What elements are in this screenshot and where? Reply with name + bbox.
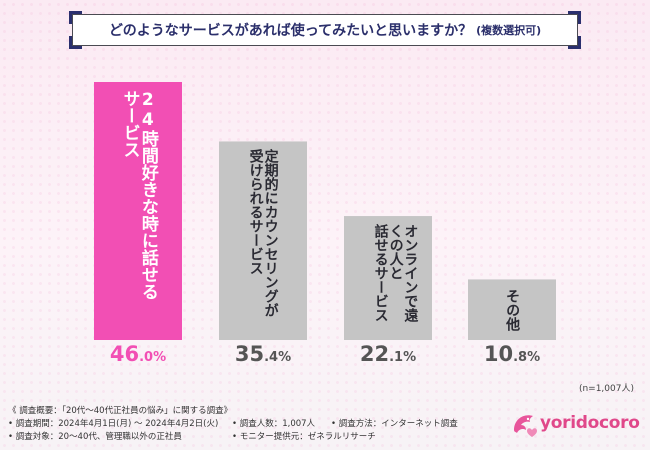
bar-label-line: その他 bbox=[504, 288, 521, 331]
yoridocoro-logo: yoridocoro bbox=[510, 410, 645, 440]
footer-target: • 調査対象：20～40代、管理職以外の正社員 bbox=[8, 432, 182, 442]
survey-footer: 《 調査概要：「20代～40代正社員の悩み」に関する調査》 • 調査期間：202… bbox=[8, 405, 232, 444]
bar-2 bbox=[219, 141, 307, 340]
title-corner-bl bbox=[69, 36, 82, 49]
value-dec: .1% bbox=[389, 350, 417, 365]
bar-label-2: 定期的にカウンセリングが 受けられるサービス bbox=[247, 149, 279, 336]
sample-size-note: (n=1,007人) bbox=[578, 384, 634, 394]
bar-label-line: 受けられるサービス bbox=[247, 149, 264, 276]
value-label-3: 22.1% bbox=[344, 342, 432, 366]
footer-provider: • モニター提供元：ゼネラルリサーチ bbox=[232, 432, 376, 442]
bar-1 bbox=[94, 82, 182, 340]
title-box: どのようなサービスがあれば使ってみたいと思いますか？ (複数選択可) bbox=[69, 11, 581, 49]
chart-title-main: どのようなサービスがあれば使ってみたいと思いますか？ bbox=[108, 23, 473, 39]
bar-label-4: その他 bbox=[504, 287, 521, 336]
chart-title: どのようなサービスがあれば使ってみたいと思いますか？ (複数選択可) bbox=[73, 15, 577, 45]
title-corner-tr bbox=[568, 11, 581, 24]
footer-method: • 調査方法：インターネット調査 bbox=[331, 419, 458, 429]
value-int: 35 bbox=[234, 342, 265, 366]
bar-label-line: 話せるサービス bbox=[372, 224, 389, 323]
dolphin-icon bbox=[514, 415, 537, 437]
value-dec: .4% bbox=[264, 350, 292, 365]
value-dec: .0% bbox=[139, 350, 167, 365]
value-label-4: 10.8% bbox=[468, 342, 556, 366]
bar-label-line: サービス bbox=[119, 90, 140, 158]
value-int: 10 bbox=[483, 342, 514, 366]
bar-label-line: オンラインで遠くの人と bbox=[387, 224, 419, 323]
bar-label-line: 24時間好きな時に話せる bbox=[137, 90, 158, 300]
footer-period: • 調査期間：2024年4月1日(月) ～ 2024年4月2日(火) bbox=[8, 419, 219, 429]
value-dec: .8% bbox=[513, 350, 541, 365]
footer-header: 《 調査概要：「20代～40代正社員の悩み」に関する調査》 bbox=[8, 406, 233, 416]
value-label-2: 35.4% bbox=[219, 342, 307, 366]
bar-4 bbox=[468, 279, 556, 340]
footer-count: • 調査人数：1,007人 bbox=[232, 419, 316, 429]
bar-label-line: 定期的にカウンセリングが bbox=[262, 149, 279, 318]
title-corner-tl bbox=[69, 11, 82, 24]
bar-label-1: 24時間好きな時に話せる サービス bbox=[119, 90, 158, 336]
value-label-1: 46.0% bbox=[94, 342, 182, 366]
bar-label-3: オンラインで遠くの人と 話せるサービス bbox=[372, 224, 419, 336]
title-corner-br bbox=[568, 36, 581, 49]
value-int: 46 bbox=[109, 342, 140, 366]
value-int: 22 bbox=[359, 342, 390, 366]
chart-title-sub: (複数選択可) bbox=[476, 24, 542, 37]
logo-text: yoridocoro bbox=[540, 413, 640, 433]
bar-3 bbox=[344, 216, 432, 340]
